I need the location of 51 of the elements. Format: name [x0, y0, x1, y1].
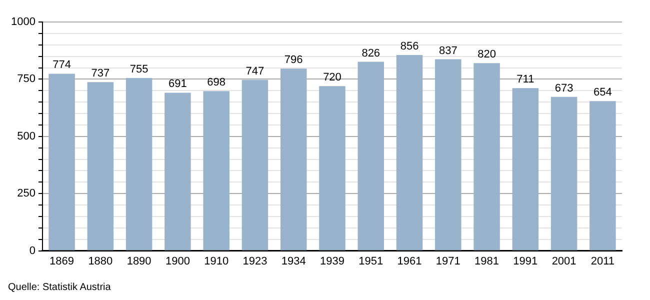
- x-tick-label: 1910: [204, 255, 229, 268]
- data-label: 698: [207, 76, 226, 89]
- x-tick-label: 1939: [320, 255, 344, 268]
- data-label: 856: [400, 40, 419, 52]
- data-label: 755: [130, 64, 148, 76]
- bar: [474, 63, 500, 250]
- x-tick-label: 1923: [242, 255, 268, 268]
- y-tick-label: 250: [17, 188, 36, 200]
- y-tick-label: 1000: [10, 16, 36, 28]
- bar: [280, 68, 307, 250]
- bar: [396, 54, 423, 250]
- bar: [319, 86, 346, 250]
- data-label: 720: [323, 72, 342, 84]
- data-label: 654: [594, 86, 612, 99]
- data-label: 691: [168, 78, 187, 90]
- data-label: 747: [246, 65, 264, 78]
- x-tick-label: 1869: [50, 255, 74, 268]
- y-tick-label: 500: [17, 130, 36, 142]
- x-tick-label: 1991: [513, 255, 538, 268]
- bar: [164, 92, 191, 250]
- x-tick-label: 1880: [88, 255, 113, 268]
- data-label: 774: [52, 59, 71, 72]
- x-tick-label: 2001: [552, 255, 576, 268]
- bar: [358, 62, 384, 250]
- x-tick-label: 1900: [165, 255, 190, 268]
- data-label: 673: [554, 82, 574, 94]
- data-label: 837: [438, 44, 458, 57]
- x-tick-label: 1981: [474, 255, 500, 268]
- bar: [203, 91, 230, 250]
- x-tick-label: 1951: [358, 255, 384, 268]
- x-tick-label: 1890: [126, 255, 152, 268]
- y-tick-label: 750: [17, 73, 36, 86]
- x-tick-label: 1934: [281, 255, 306, 268]
- bar: [550, 96, 578, 250]
- bar: [126, 78, 152, 250]
- bar: [48, 74, 75, 250]
- x-tick-label: 2011: [590, 255, 615, 268]
- bar: [87, 82, 114, 250]
- data-label: 711: [516, 74, 534, 86]
- data-label: 737: [91, 68, 110, 80]
- y-tick-label: 0: [29, 244, 36, 257]
- bar: [512, 88, 539, 250]
- x-tick-label: 1971: [436, 255, 460, 268]
- source-note: Quelle: Statistik Austria: [8, 282, 111, 293]
- data-label: 826: [362, 47, 380, 60]
- data-label: 796: [284, 54, 303, 66]
- bar: [435, 59, 462, 250]
- x-tick-label: 1961: [397, 255, 422, 268]
- bar: [242, 80, 268, 250]
- data-label: 820: [478, 48, 496, 61]
- bar: [590, 101, 616, 250]
